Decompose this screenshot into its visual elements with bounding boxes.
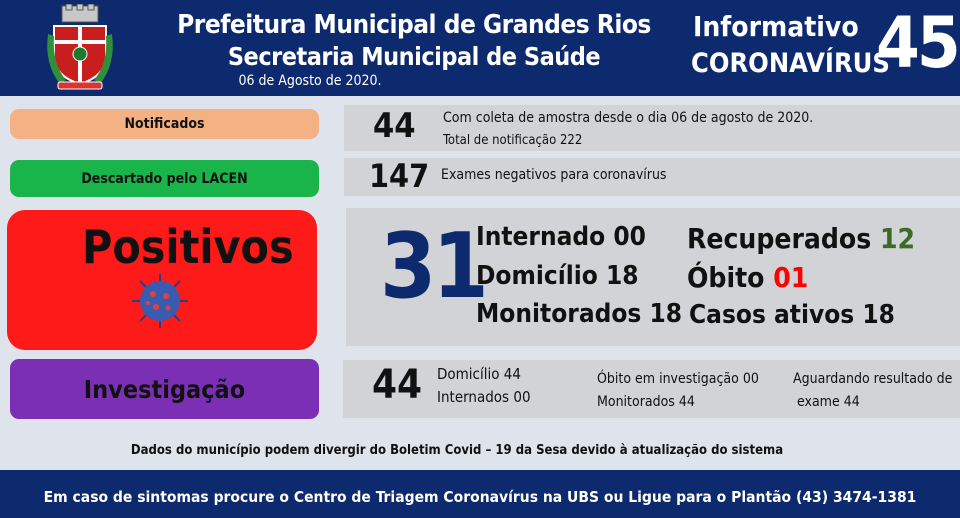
notificados-pill: Notificados — [10, 109, 319, 139]
virus-icon — [132, 274, 188, 328]
footer-text: Em caso de sintomas procure o Centro de … — [43, 488, 917, 506]
investigacao-pill: Investigação — [10, 359, 319, 419]
obito-label: Óbito — [687, 261, 765, 294]
aguardando-text2: exame 44 — [797, 394, 860, 410]
notificados-text1: Com coleta de amostra desde o dia 06 de … — [443, 110, 814, 126]
recuperados-value: 12 — [880, 222, 916, 255]
recuperados-label: Recuperados — [687, 222, 872, 255]
positivos-value: 31 — [380, 214, 489, 319]
positivos-panel — [346, 208, 960, 346]
internado-text: Internado 00 — [476, 222, 646, 252]
header-date: 06 de Agosto de 2020. — [238, 73, 382, 89]
inv-monitorados-text: Monitorados 44 — [597, 394, 695, 410]
header-title: Prefeitura Municipal de Grandes Rios — [177, 10, 651, 40]
informativo-label: Informativo — [693, 10, 859, 43]
descartado-value: 147 — [369, 157, 430, 195]
aguardando-text1: Aguardando resultado de — [793, 371, 953, 387]
monitorados-text: Monitorados 18 — [476, 299, 683, 329]
positivos-label: Positivos — [82, 220, 294, 274]
descartado-pill: Descartado pelo LACEN — [10, 160, 319, 197]
investigacao-panel — [343, 360, 960, 418]
notificados-value: 44 — [373, 106, 416, 146]
recuperados-row: Recuperados 12 — [687, 222, 915, 255]
casos-ativos-text: Casos ativos 18 — [689, 300, 895, 330]
header-subtitle: Secretaria Municipal de Saúde — [227, 42, 601, 71]
notificados-text2: Total de notificação 222 — [443, 133, 583, 148]
descartado-panel — [344, 158, 960, 196]
positivos-box — [7, 210, 317, 350]
notificados-panel — [344, 105, 960, 151]
domicilio-text: Domicílio 18 — [476, 261, 639, 291]
investigacao-value: 44 — [372, 362, 423, 408]
disclaimer-text: Dados do município podem divergir do Bol… — [130, 443, 784, 458]
inv-internados-text: Internados 00 — [437, 388, 531, 406]
obito-row: Óbito 01 — [687, 261, 808, 294]
inv-domicilio-text: Domicílio 44 — [437, 365, 521, 383]
obito-value: 01 — [773, 261, 809, 294]
header-bar: Prefeitura Municipal de Grandes Rios Sec… — [0, 0, 960, 96]
descartado-text: Exames negativos para coronavírus — [441, 167, 667, 183]
coronavirus-label: CORONAVÍRUS — [691, 48, 890, 79]
coat-of-arms-icon — [47, 4, 113, 90]
footer-bar: Em caso de sintomas procure o Centro de … — [0, 470, 960, 518]
bulletin-number: 45 — [876, 2, 960, 84]
obito-investigacao-text: Óbito em investigação 00 — [597, 371, 759, 387]
